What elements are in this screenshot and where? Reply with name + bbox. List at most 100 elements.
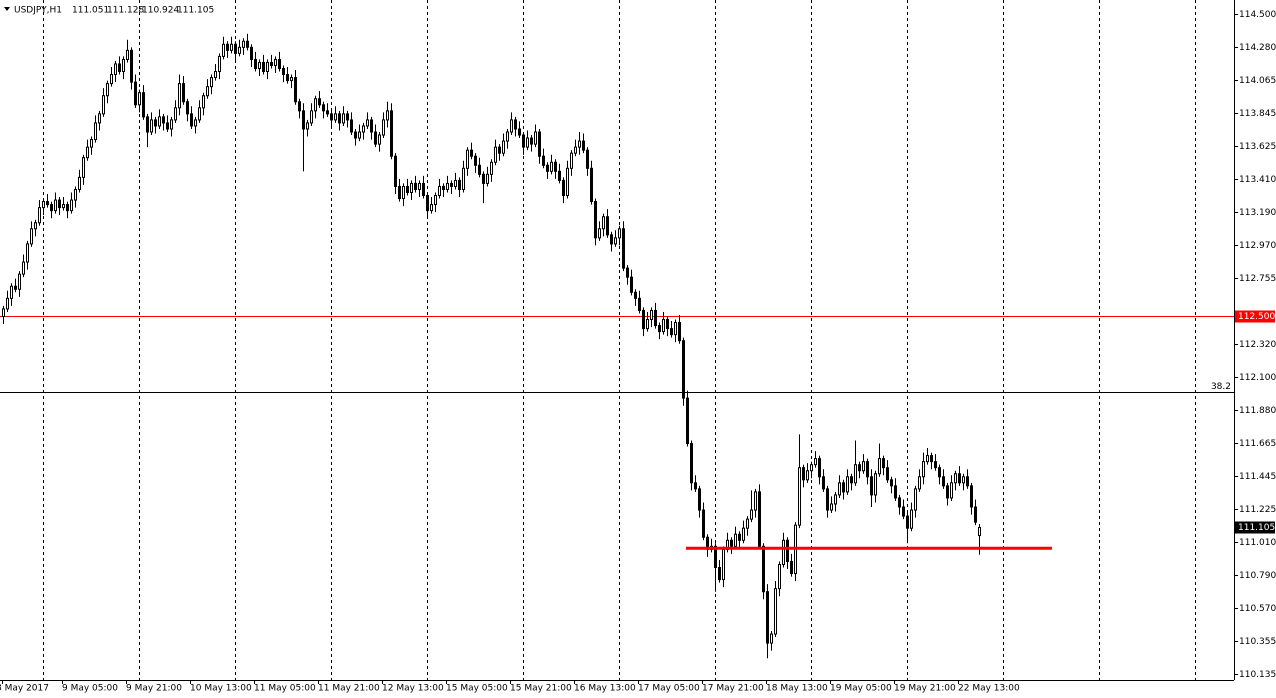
candle-body [858,464,861,472]
candle-body [162,116,165,124]
candle-body [222,43,225,57]
y-tick-label: 113.625 [1239,142,1276,152]
candle-body [386,110,389,121]
candle-body [458,179,461,190]
x-tick-label: 9 May 21:00 [126,684,182,694]
x-tick-label: 11 May 21:00 [318,684,380,694]
candle-body [666,319,669,330]
candle-body [74,188,77,201]
candle-body [322,104,325,112]
candle-body [586,149,589,169]
menu-triangle [4,7,10,11]
candle-body [466,149,469,169]
candle-body [854,464,857,484]
candle-body [798,467,801,526]
candle-body [90,139,93,148]
candle-body [46,201,49,206]
candle-body [914,488,917,511]
candle-body [418,182,421,190]
candle-body [962,476,965,484]
candle-body [106,83,109,97]
candle-body [654,309,657,327]
candle-body [158,116,161,127]
candle-body [426,195,429,212]
x-tick-label: 12 May 13:00 [382,684,444,694]
candle-body [62,204,65,209]
candle-body [130,49,133,83]
y-tick-label: 111.225 [1239,505,1276,515]
candle-body [846,476,849,493]
candle-body [210,77,213,88]
candle-body [826,488,829,511]
candle-body [342,113,345,124]
candle-body [582,140,585,151]
candle-body [750,509,753,520]
y-tick-label: 112.320 [1239,340,1276,350]
candle-body [534,131,537,145]
candle-body [450,182,453,187]
candle-body [922,461,925,478]
candle-body [114,63,117,76]
x-tick-label: 18 May 13:00 [766,684,828,694]
x-tick-label: 17 May 05:00 [638,684,700,694]
candle-body [518,128,521,136]
candle-body [746,518,749,529]
y-tick-label: 113.410 [1239,175,1276,185]
candle-body [554,161,557,172]
candle-body [406,185,409,193]
x-tick-label: 16 May 13:00 [574,684,636,694]
candle-body [442,185,445,190]
y-tick-label: 110.570 [1239,604,1276,614]
candle-body [374,131,377,145]
candle-body [194,119,197,127]
y-tick-label: 114.065 [1239,76,1276,86]
y-tick-label: 111.665 [1239,439,1276,449]
candle-body [530,137,533,145]
x-tick-label: 8 May 2017 [0,684,49,694]
candle-body [10,285,13,299]
y-tick-label: 113.845 [1239,109,1276,119]
candle-body [742,527,745,541]
candle-body [274,58,277,66]
y-tick-label: 111.010 [1239,538,1276,548]
candle-body [834,494,837,505]
candle-body [270,61,273,66]
candle-body [30,228,33,245]
candle-body [682,340,685,399]
current-price-tag [1235,521,1275,534]
candle-body [774,588,777,635]
candle-body [382,119,385,136]
y-tick-label: 110.790 [1239,571,1276,581]
candle-body [762,545,765,593]
candle-body [482,173,485,184]
candle-body [942,476,945,487]
x-tick-label: 10 May 13:00 [190,684,252,694]
candle-body [722,548,725,581]
candle-body [950,482,953,499]
candle-body [810,464,813,472]
candle-body [558,170,561,181]
candle-body [566,167,569,197]
candle-body [766,591,769,644]
x-tick-label: 19 May 21:00 [894,684,956,694]
candle-body [454,179,457,187]
y-tick-label: 112.755 [1239,274,1276,284]
x-tick-label: 17 May 21:00 [702,684,764,694]
candle-body [462,167,465,190]
candle-body [850,476,853,484]
candle-body [814,458,817,466]
candle-body [378,134,381,145]
candle-body [326,110,329,115]
high-value: 111.128 [107,6,144,16]
candle-body [754,491,757,511]
candle-body [658,325,661,333]
candle-body [78,176,81,190]
candle-body [54,199,57,212]
candle-body [782,539,785,565]
candle-body [394,155,397,187]
candle-body [174,107,177,121]
price-line-label: 112.500 [1238,312,1275,322]
candle-body [626,267,629,278]
candle-body [882,458,885,469]
